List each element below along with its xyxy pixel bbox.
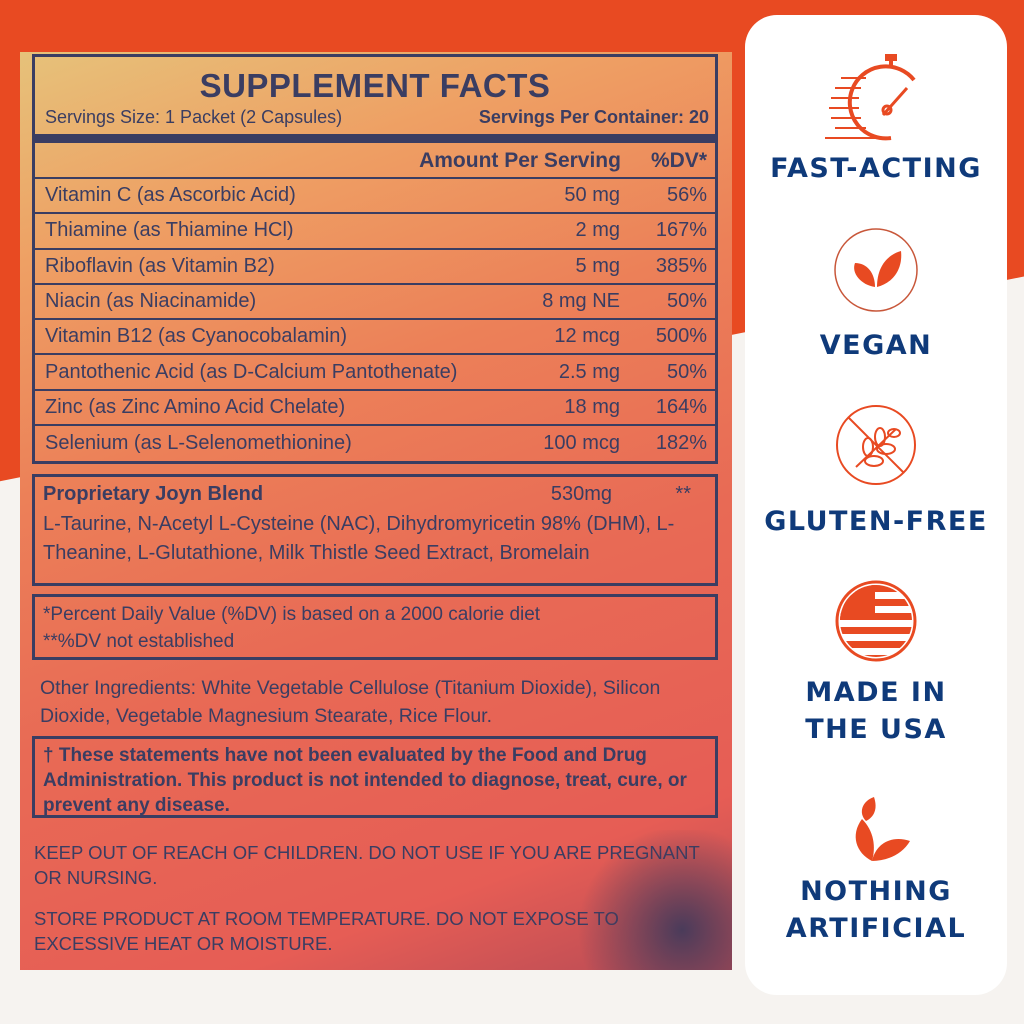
nutrient-dv: 500% [655, 325, 707, 348]
nutrient-amount: 2 mg [575, 219, 620, 242]
blend-ingredients: L-Taurine, N-Acetyl L-Cysteine (NAC), Di… [43, 513, 675, 564]
nutrient-name: Selenium (as L-Selenomethionine) [45, 432, 352, 455]
us-flag-icon [835, 580, 917, 662]
badge-fast-acting: FAST-ACTING [745, 50, 1007, 187]
nutrient-name: Riboflavin (as Vitamin B2) [45, 254, 275, 277]
other-ingredients: Other Ingredients: White Vegetable Cellu… [40, 677, 661, 727]
nutrient-amount: 50 mg [564, 184, 620, 207]
nutrient-amount: 18 mg [564, 395, 620, 418]
serving-size: Servings Size: 1 Packet (2 Capsules) [45, 107, 343, 127]
nutrient-name: Vitamin B12 (as Cyanocobalamin) [45, 325, 348, 348]
supplement-facts-panel: SUPPLEMENT FACTS Servings Size: 1 Packet… [32, 54, 718, 464]
badge-label: NOTHING ARTIFICIAL [785, 876, 967, 944]
nutrient-amount: 5 mg [575, 254, 620, 277]
nutrient-name: Niacin (as Niacinamide) [45, 290, 257, 313]
badge-nothing-artificial: NOTHING ARTIFICIAL [745, 795, 1007, 947]
badge-label: FAST-ACTING [770, 153, 982, 184]
warning-children: KEEP OUT OF REACH OF CHILDREN. DO NOT US… [34, 842, 700, 888]
nutrient-amount: 2.5 mg [558, 360, 620, 383]
leaf-icon [834, 228, 918, 312]
nutrient-row: Zinc (as Zinc Amino Acid Chelate) 18 mg 16… [35, 391, 715, 427]
blend-amount: 530mg [550, 483, 612, 505]
nutrient-name: Pantothenic Acid (as D-Calcium Pantothen… [45, 360, 458, 383]
amount-header: Amount Per Serving [419, 149, 621, 172]
proprietary-blend: Proprietary Joyn Blend 530mg ** L-Taurin… [32, 474, 718, 586]
nutrient-row: Thiamine (as Thiamine HCl) 2 mg 167% [35, 214, 715, 250]
divider [35, 134, 715, 143]
badge-vegan: VEGAN [745, 227, 1007, 364]
dv-header: %DV* [650, 149, 707, 172]
warning-storage: STORE PRODUCT AT ROOM TEMPERATURE. DO NO… [34, 908, 619, 954]
nutrient-dv: 50% [666, 360, 707, 383]
facts-rows: Vitamin C (as Ascorbic Acid) 50 mg 56% Thia… [35, 179, 715, 461]
nutrient-row: Pantothenic Acid (as D-Calcium Pantothen… [35, 355, 715, 391]
facts-title: SUPPLEMENT FACTS [199, 67, 551, 104]
nutrient-dv: 56% [666, 184, 707, 207]
badge-label: GLUTEN-FREE [764, 506, 988, 537]
nutrient-dv: 164% [655, 395, 707, 418]
badge-gluten-free: GLUTEN-FREE [745, 403, 1007, 540]
no-wheat-icon [836, 405, 916, 485]
blend-name: Proprietary Joyn Blend [43, 483, 264, 505]
nutrient-row: Vitamin C (as Ascorbic Acid) 50 mg 56% [35, 179, 715, 215]
dv-note-1: *Percent Daily Value (%DV) is based on a… [43, 604, 541, 625]
blend-dv: ** [675, 483, 691, 505]
dv-note-2: **%DV not established [43, 631, 235, 652]
fda-disclaimer: † These statements have not been evaluat… [32, 736, 718, 818]
nutrient-dv: 385% [655, 254, 707, 277]
nutrient-name: Zinc (as Zinc Amino Acid Chelate) [45, 395, 346, 418]
servings-per-container: Servings Per Container: 20 [478, 107, 709, 127]
nutrient-dv: 182% [655, 432, 707, 455]
nutrient-dv: 50% [666, 290, 707, 313]
benefits-card: FAST-ACTING VEGAN GLUTEN-FREE MADE IN THE… [745, 15, 1007, 995]
nutrient-name: Vitamin C (as Ascorbic Acid) [45, 184, 296, 207]
nutrient-name: Thiamine (as Thiamine HCl) [45, 219, 294, 242]
badge-label: VEGAN [819, 330, 933, 361]
nutrient-row: Riboflavin (as Vitamin B2) 5 mg 385% [35, 250, 715, 285]
nutrient-row: Vitamin B12 (as Cyanocobalamin) 12 mcg 500… [35, 320, 715, 356]
stopwatch-icon [825, 54, 916, 141]
nutrient-amount: 8 mg NE [542, 290, 620, 313]
nutrient-amount: 12 mcg [554, 325, 620, 348]
leaves-icon [855, 797, 910, 861]
supplement-label: SUPPLEMENT FACTS Servings Size: 1 Packet… [20, 52, 732, 970]
nutrient-dv: 167% [655, 219, 707, 242]
nutrient-row: Selenium (as L-Selenomethionine) 100 mcg 1… [35, 426, 715, 461]
badge-made-in-usa: MADE IN THE USA [745, 580, 1007, 748]
badge-label: MADE IN THE USA [805, 677, 947, 745]
nutrient-amount: 100 mcg [543, 432, 620, 455]
dv-notes: *Percent Daily Value (%DV) is based on a… [32, 594, 718, 660]
nutrient-row: Niacin (as Niacinamide) 8 mg NE 50% [35, 285, 715, 321]
